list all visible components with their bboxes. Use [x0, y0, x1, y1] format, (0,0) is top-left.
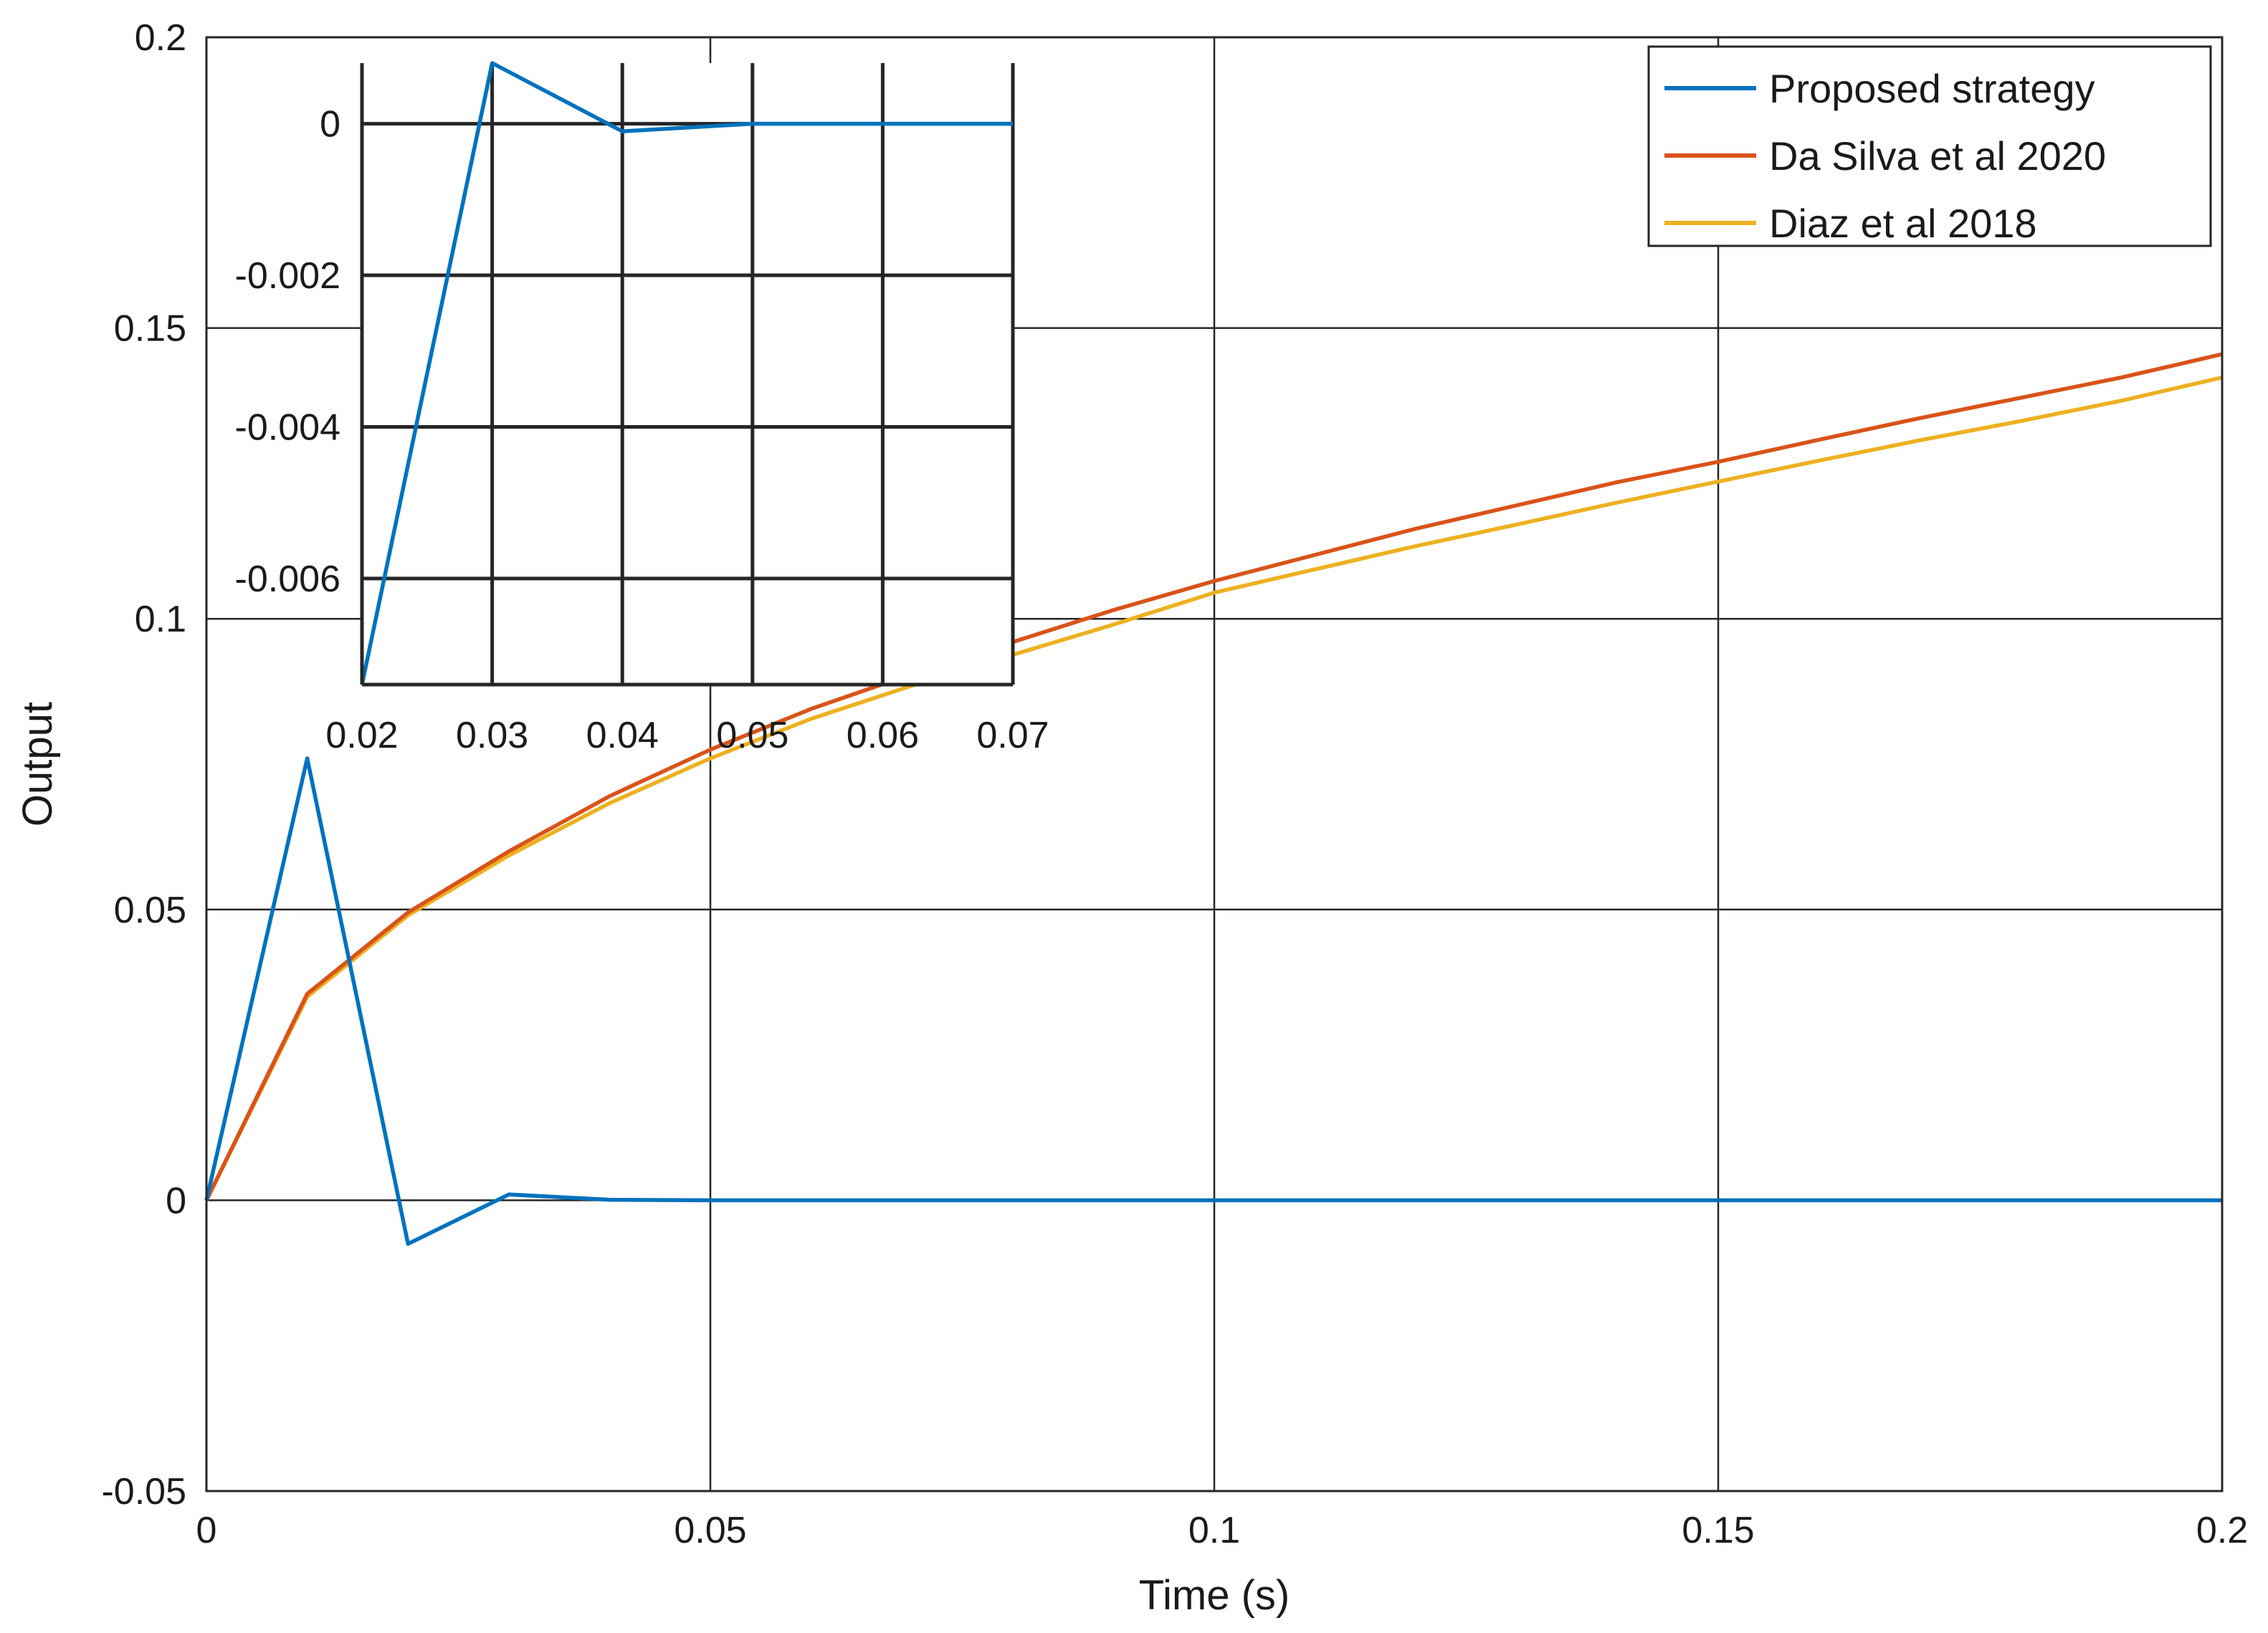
main-x-tick-label: 0 [196, 1510, 217, 1551]
series-line-proposed-strategy [204, 756, 2222, 1246]
inset-y-tick-label: -0.006 [235, 558, 340, 600]
inset-series-layer [360, 61, 1013, 685]
main-x-tick-label: 0.05 [674, 1510, 746, 1551]
legend-box [1647, 45, 2212, 247]
series-line-da-silva-et-al-2020 [204, 352, 2223, 1201]
main-series-layer [204, 352, 2223, 1246]
y-axis-label: Output [14, 702, 61, 827]
main-plot-frame [205, 36, 2224, 1492]
inset-y-tick-label: -0.002 [235, 255, 340, 297]
main-x-tick-label: 0.15 [1682, 1510, 1754, 1551]
inset-y-tick-label: -0.004 [235, 407, 340, 449]
inset-x-tick-label: 0.07 [976, 715, 1049, 756]
inset-axes-lines [360, 63, 1013, 687]
main-y-tick-labels: -0.05 0 0.05 0.1 0.15 0.2 [101, 17, 186, 1513]
inset-x-tick-labels: 0.02 0.03 0.04 0.05 0.06 0.07 [325, 715, 1049, 756]
inset-series-line-proposed-strategy [360, 61, 1013, 685]
main-x-tick-labels: 0 0.05 0.1 0.15 0.2 [196, 1510, 2249, 1551]
inset-x-tick-label: 0.04 [586, 715, 659, 756]
main-y-tick-label: 0.15 [114, 308, 186, 350]
legend: Proposed strategy Da Silva et al 2020 Diaz… [1647, 45, 2212, 247]
series-line-diaz-et-al-2018 [204, 375, 2223, 1201]
inset-background [362, 63, 1013, 685]
main-y-tick-label: 0.05 [114, 890, 186, 931]
legend-label-proposed-strategy: Proposed strategy [1769, 66, 2095, 111]
inset-x-tick-label: 0.06 [847, 715, 919, 756]
main-y-tick-label: -0.05 [101, 1471, 186, 1513]
main-y-tick-label: 0.2 [135, 17, 186, 59]
inset-y-tick-label: 0 [320, 104, 340, 146]
inset-plot: 0.02 0.03 0.04 0.05 0.06 0.07 0 -0.002 -0.004 -0… [235, 61, 1049, 756]
main-x-tick-label: 0.2 [2196, 1510, 2248, 1551]
inset-y-tick-labels: 0 -0.002 -0.004 -0.006 [235, 104, 340, 600]
main-y-tick-label: 0 [166, 1180, 186, 1222]
x-axis-label: Time (s) [1139, 1572, 1290, 1619]
inset-x-tick-label: 0.02 [325, 715, 398, 756]
legend-label-diaz-et-al-2018: Diaz et al 2018 [1769, 201, 2037, 246]
legend-label-da-silva-et-al-2020: Da Silva et al 2020 [1769, 133, 2106, 178]
main-x-tick-label: 0.1 [1188, 1510, 1240, 1551]
inset-x-tick-label: 0.03 [456, 715, 528, 756]
legend-items: Proposed strategy Da Silva et al 2020 Diaz… [1664, 66, 2106, 246]
main-y-tick-label: 0.1 [135, 599, 186, 640]
inset-x-tick-label: 0.05 [716, 715, 788, 756]
